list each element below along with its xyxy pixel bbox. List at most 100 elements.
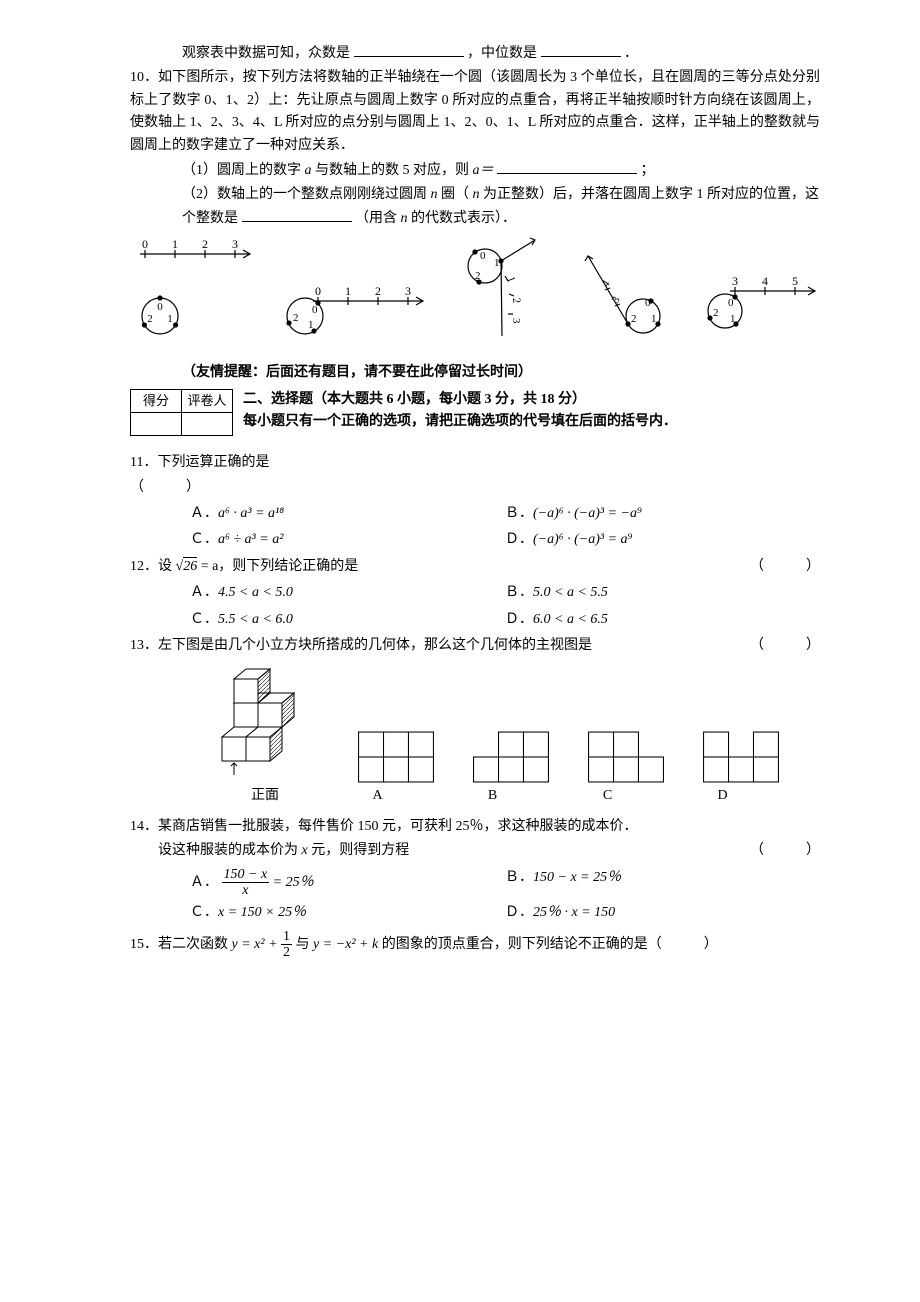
q12-opt-d[interactable]: Ｄ．6.0 < a < 6.5 (505, 609, 820, 631)
svg-text:1: 1 (172, 237, 178, 251)
q9-blank-median[interactable] (541, 42, 621, 57)
q13-opt-b[interactable] (472, 731, 550, 783)
q13-label-c: C (550, 785, 665, 807)
svg-text:0: 0 (480, 250, 486, 262)
q13-paren[interactable]: （ ） (740, 635, 820, 657)
reviewer-blank[interactable] (182, 413, 233, 436)
q13-solid (210, 663, 320, 783)
q12-row2: Ｃ．5.5 < a < 6.0 Ｄ．6.0 < a < 6.5 (190, 609, 820, 631)
q14-s2-post: 元，则得到方程 (311, 843, 409, 858)
q11-stem: 11．下列运算正确的是 (130, 452, 820, 474)
friendly-reminder: （友情提醒：后面还有题目，请不要在此停留过长时间） (130, 362, 820, 384)
q14-stem2: 设这种服装的成本价为 x 元，则得到方程 （ ） (130, 840, 820, 862)
q12-b-pre: Ｂ． (505, 585, 533, 600)
q11-c-pre: Ｃ． (190, 532, 218, 547)
score-table: 得分 评卷人 (130, 389, 233, 437)
q9-blank-mode[interactable] (354, 42, 464, 57)
q14-a-pre: Ａ． (190, 875, 218, 890)
svg-text:3: 3 (405, 284, 411, 298)
q12-opt-a[interactable]: Ａ．4.5 < a < 5.0 (190, 582, 505, 604)
q10-sub1-pre: （1）圆周上的数字 (182, 163, 301, 178)
q12-pre: 12．设 (130, 559, 172, 574)
svg-text:1: 1 (504, 275, 517, 284)
q10-sub2: （2）数轴上的一个整数点刚刚绕过圆周 n 圈（ n 为正整数）后，并落在圆周上数… (130, 184, 820, 230)
q14-c-pre: Ｃ． (190, 905, 218, 920)
q11-a: a⁶ · a³ = a¹⁸ (218, 506, 284, 521)
diagram-1: 0 1 2 3 0 1 2 (130, 236, 260, 346)
q11-paren[interactable]: （ ） (130, 477, 820, 499)
diagram-2: 0 1 2 3 0 1 2 (278, 266, 428, 346)
section2-header: 得分 评卷人 二、选择题（本大题共 6 小题，每小题 3 分，共 18 分） 每… (130, 389, 820, 437)
q14-b: 150 − x = 25％ (533, 870, 621, 885)
q13-opt-d[interactable] (702, 731, 780, 783)
q10-sub1-blank[interactable] (497, 159, 637, 174)
svg-text:2: 2 (202, 237, 208, 251)
q10-sub2-blank[interactable] (242, 207, 352, 222)
q9-text-3: ． (624, 46, 638, 61)
q11-opt-b[interactable]: Ｂ．(−a)⁶ · (−a)³ = −a⁹ (505, 503, 820, 525)
q14-s2-x: x (302, 843, 308, 858)
q9-text-1: 观察表中数据可知，众数是 (182, 46, 350, 61)
q10-diagrams: 0 1 2 3 0 1 2 0 1 2 3 0 1 2 (130, 236, 820, 346)
section2-subtitle: 每小题只有一个正确的选项，请把正确选项的代号填在后面的括号内． (243, 411, 677, 433)
q13-front-label: 正面 (210, 785, 320, 807)
svg-text:4: 4 (762, 274, 768, 288)
q15-y1: y = x² + (232, 937, 282, 952)
q13-opt-c[interactable] (587, 731, 665, 783)
q14-opt-b[interactable]: Ｂ．150 − x = 25％ (505, 867, 820, 899)
q14-opt-c[interactable]: Ｃ．x = 150 × 25％ (190, 902, 505, 924)
diagram-5: 3 4 5 0 1 2 (700, 266, 820, 346)
q14-s2-pre: 设这种服装的成本价为 (158, 843, 298, 858)
svg-text:2: 2 (375, 284, 381, 298)
q11-c: a⁶ ÷ a³ = a² (218, 532, 283, 547)
svg-text:3: 3 (732, 274, 738, 288)
q12-paren[interactable]: （ ） (740, 556, 820, 578)
section2-title: 二、选择题（本大题共 6 小题，每小题 3 分，共 18 分） (243, 389, 677, 411)
q11-d-pre: Ｄ． (505, 532, 533, 547)
q10-sub1-mid: 与数轴上的数 5 对应，则 (315, 163, 469, 178)
q12-d-pre: Ｄ． (505, 612, 533, 627)
q13-opt-a[interactable] (357, 731, 435, 783)
q14-paren[interactable]: （ ） (740, 840, 820, 862)
q11-opt-d[interactable]: Ｄ．(−a)⁶ · (−a)³ = a⁹ (505, 529, 820, 551)
q12-opt-c[interactable]: Ｃ．5.5 < a < 6.0 (190, 609, 505, 631)
q13-label-d: D (665, 785, 780, 807)
score-cell: 得分 (131, 389, 182, 413)
svg-text:2: 2 (147, 313, 153, 325)
q14-a-den: x (222, 883, 270, 898)
q9-text-2: ，中位数是 (467, 46, 537, 61)
score-blank[interactable] (131, 413, 182, 436)
q11-opt-a[interactable]: Ａ．a⁶ · a³ = a¹⁸ (190, 503, 505, 525)
q12-mid: = a，则下列结论正确的是 (201, 559, 359, 574)
q15-pre: 15．若二次函数 (130, 937, 232, 952)
svg-text:1: 1 (730, 313, 736, 325)
q10-stem: 10．如下图所示，按下列方法将数轴的正半轴绕在一个圆（该圆周长为 3 个单位长，… (130, 67, 820, 157)
q10-sub1-a: a (305, 163, 312, 178)
svg-text:2: 2 (293, 312, 299, 324)
q14-opt-d[interactable]: Ｄ．25％ · x = 150 (505, 902, 820, 924)
q12-c: 5.5 < a < 6.0 (218, 612, 293, 627)
q10-sub1: （1）圆周上的数字 a 与数轴上的数 5 对应，则 a＝ ； (130, 159, 820, 182)
q12-opt-b[interactable]: Ｂ．5.0 < a < 5.5 (505, 582, 820, 604)
q14-a-num: 150 − x (222, 867, 270, 883)
diagram-4: 0 1 2 3 4 (573, 246, 683, 346)
q15-y2: y = −x² + k (313, 937, 378, 952)
q12-a-pre: Ａ． (190, 585, 218, 600)
q14-d-pre: Ｄ． (505, 905, 533, 920)
svg-text:1: 1 (345, 284, 351, 298)
svg-text:1: 1 (651, 313, 657, 325)
q14-b-pre: Ｂ． (505, 870, 533, 885)
q12-row1: Ａ．4.5 < a < 5.0 Ｂ．5.0 < a < 5.5 (190, 582, 820, 604)
q11-d: (−a)⁶ · (−a)³ = a⁹ (533, 532, 632, 547)
q15-mid: 与 (296, 937, 314, 952)
q9-tail: 观察表中数据可知，众数是 ，中位数是 ． (130, 42, 820, 65)
q13-labels: 正面 A B C D (210, 785, 780, 807)
svg-text:2: 2 (713, 307, 719, 319)
q14-c: x = 150 × 25％ (218, 905, 306, 920)
svg-text:0: 0 (142, 237, 148, 251)
q11-opt-c[interactable]: Ｃ．a⁶ ÷ a³ = a² (190, 529, 505, 551)
svg-text:5: 5 (792, 274, 798, 288)
q14-opt-a[interactable]: Ａ． 150 − xx = 25％ (190, 867, 505, 899)
svg-text:0: 0 (645, 297, 651, 309)
q11-options-row2: Ｃ．a⁶ ÷ a³ = a² Ｄ．(−a)⁶ · (−a)³ = a⁹ (190, 529, 820, 551)
